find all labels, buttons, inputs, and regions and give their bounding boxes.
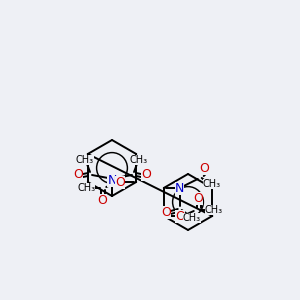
Text: O: O [141,167,151,181]
Text: O: O [161,206,171,218]
Text: O: O [193,191,203,205]
Text: O: O [115,176,125,188]
Text: CH₃: CH₃ [183,213,201,223]
Text: O: O [97,194,107,206]
Text: CH₃: CH₃ [203,179,221,189]
Text: N: N [175,182,184,194]
Text: CH₃: CH₃ [76,155,94,165]
Text: N: N [107,173,117,187]
Text: O: O [175,209,185,223]
Text: CH₃: CH₃ [130,155,148,165]
Text: O: O [199,161,209,175]
Text: CH₃: CH₃ [77,183,95,193]
Text: CH₃: CH₃ [205,205,223,215]
Text: O: O [73,167,83,181]
